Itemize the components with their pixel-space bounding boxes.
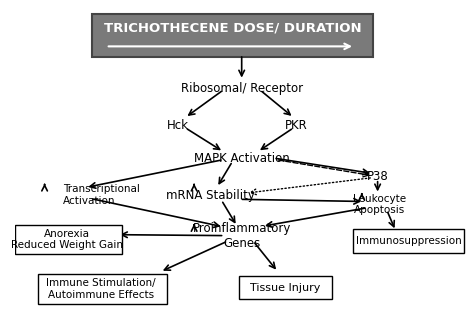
- FancyBboxPatch shape: [353, 229, 464, 253]
- Text: TRICHOTHECENE DOSE/ DURATION: TRICHOTHECENE DOSE/ DURATION: [104, 21, 362, 34]
- Text: Immune Stimulation/
Autoimmune Effects: Immune Stimulation/ Autoimmune Effects: [46, 279, 156, 300]
- Text: P38: P38: [367, 170, 389, 183]
- Text: Immunosuppression: Immunosuppression: [356, 236, 461, 246]
- Text: Leukocyte
Apoptosis: Leukocyte Apoptosis: [353, 194, 406, 215]
- Text: Transcriptional
Activation: Transcriptional Activation: [63, 184, 139, 206]
- Text: Proinflammatory
Genes: Proinflammatory Genes: [192, 222, 291, 249]
- FancyBboxPatch shape: [15, 225, 122, 254]
- FancyBboxPatch shape: [239, 276, 332, 299]
- Text: Tissue Injury: Tissue Injury: [250, 283, 321, 293]
- Text: Anorexia
Reduced Weight Gain: Anorexia Reduced Weight Gain: [11, 228, 123, 250]
- Text: mRNA Stability: mRNA Stability: [165, 189, 255, 202]
- Text: PKR: PKR: [285, 119, 308, 132]
- FancyBboxPatch shape: [92, 14, 373, 57]
- Text: Ribosomal/ Receptor: Ribosomal/ Receptor: [181, 82, 303, 95]
- FancyBboxPatch shape: [38, 275, 167, 304]
- Text: Hck: Hck: [167, 119, 189, 132]
- Text: MAPK Activation: MAPK Activation: [194, 151, 290, 165]
